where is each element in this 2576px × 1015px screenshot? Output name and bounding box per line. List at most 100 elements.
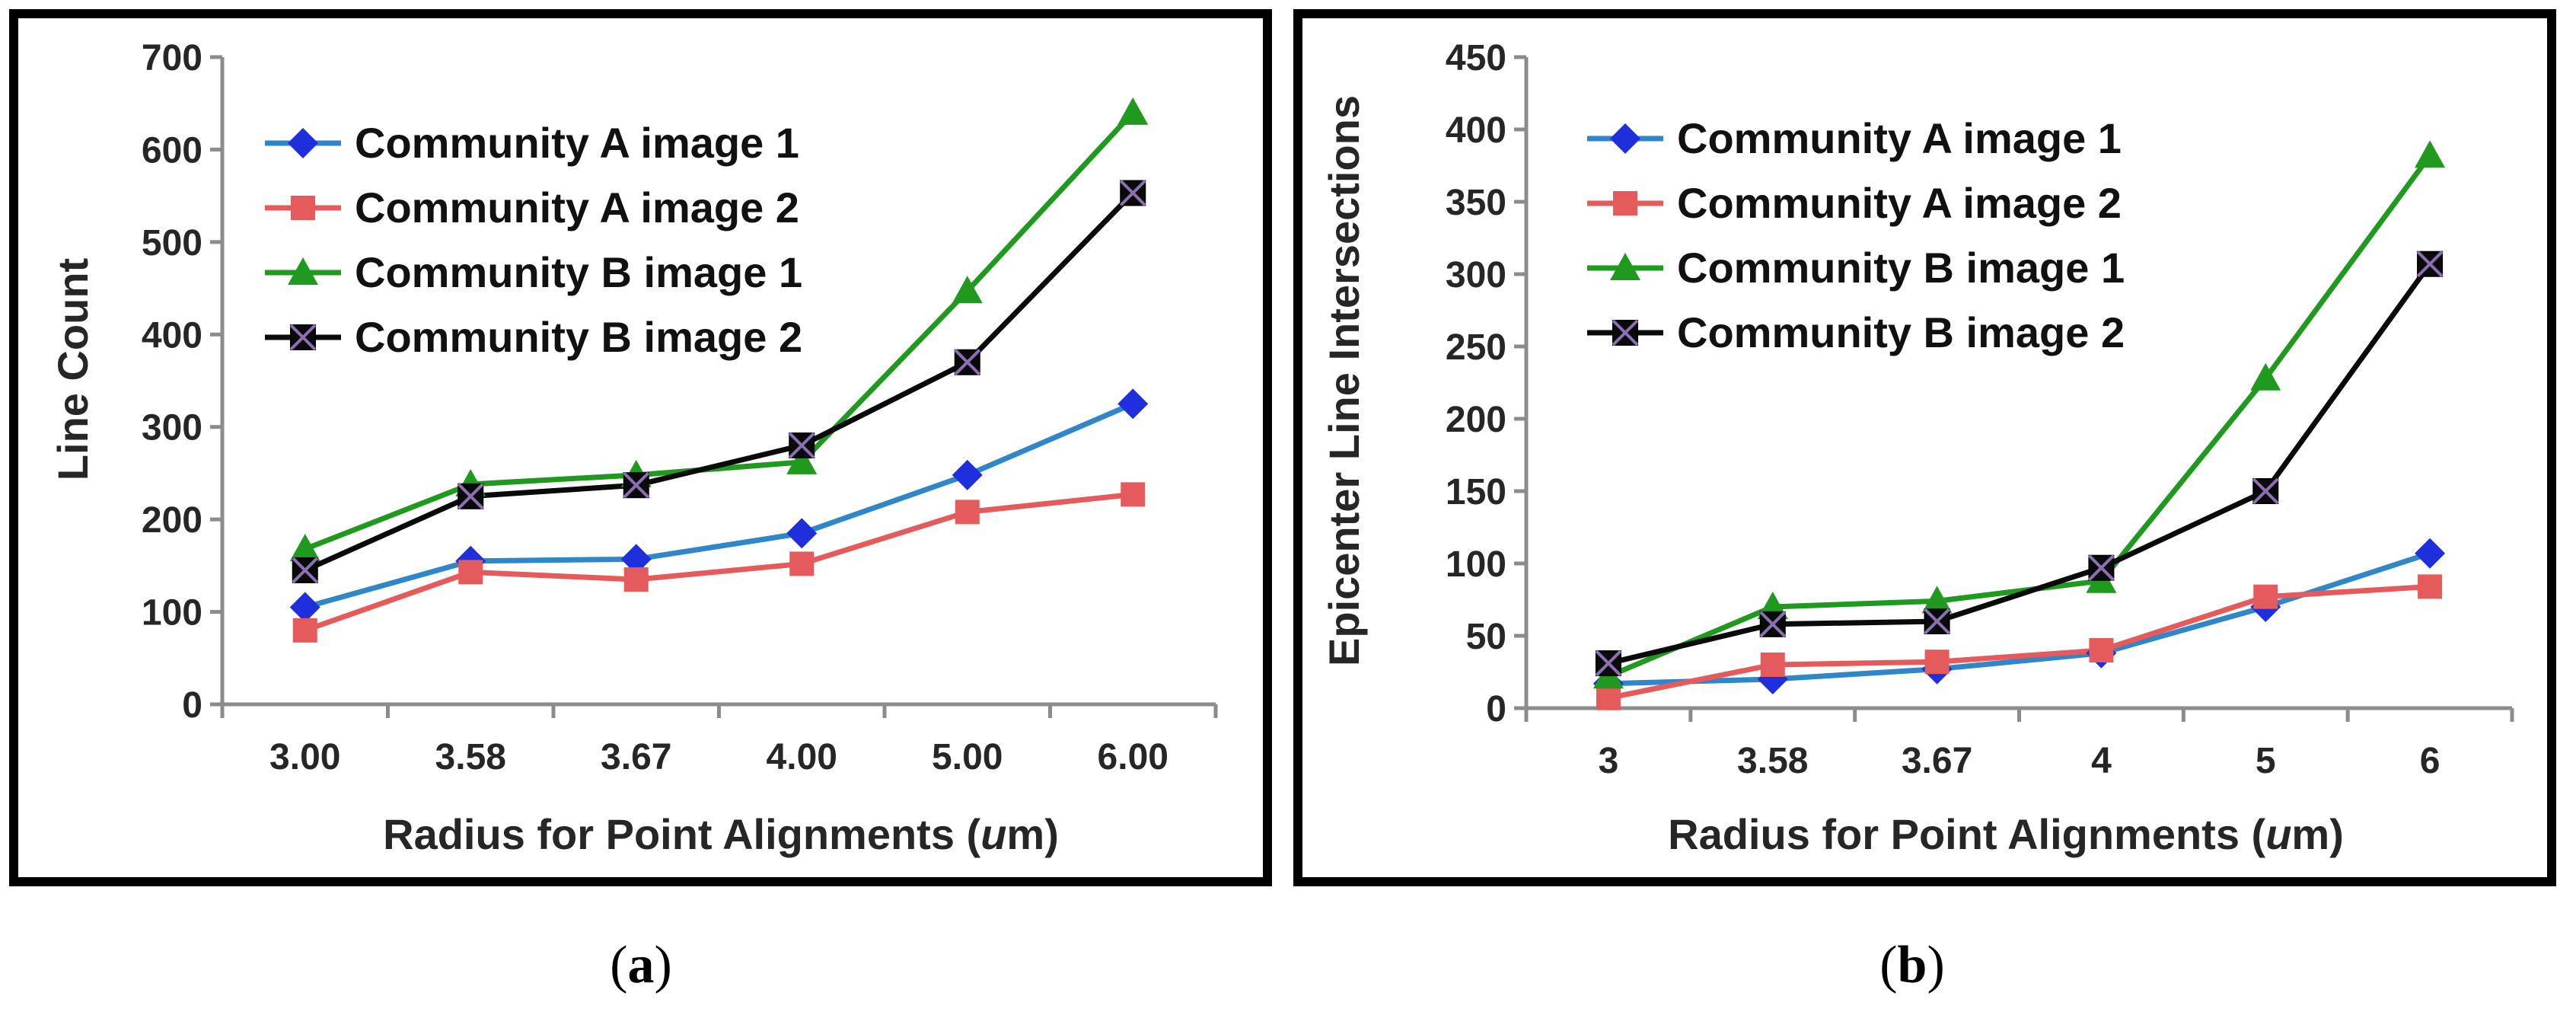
panel-a-point-b2 (788, 432, 815, 459)
panel-b-frame (1293, 9, 2556, 886)
panel-b-ytick-label: 350 (1446, 183, 1506, 223)
panel-a-point-b2-cross2 (1119, 180, 1146, 206)
panel-a-point-b2 (1119, 180, 1146, 206)
panel-b-point-b2 (2416, 251, 2444, 278)
panel-b-legend-item-a2: Community A image 2 (1587, 179, 2122, 227)
panel-a-point-b1 (952, 276, 983, 304)
panel-a-point-b2-cross2 (457, 483, 484, 510)
panel-b-legend-marker-b2-cross2 (1612, 319, 1639, 346)
panel-b-point-b2 (1759, 611, 1787, 638)
panel-a: 0 100 200 300 400 500 600 700 3.00 3.58 3.67 4.00 5.… (9, 9, 1272, 886)
panel-a-xlabel-prefix: Radius for Point Alignments ( (383, 810, 980, 858)
panel-b-point-b2 (2088, 554, 2115, 582)
panel-b-point-a2 (1924, 650, 1950, 675)
panel-b-legend-label-a1: Community A image 1 (1677, 114, 2122, 162)
panel-a-point-b2 (954, 349, 981, 376)
panel-b-ytick-label: 400 (1446, 110, 1506, 151)
panel-a-xlabel-suffix: m) (1006, 810, 1058, 858)
panel-b-ytick-label: 200 (1446, 400, 1506, 440)
panel-a-point-a1 (786, 518, 818, 549)
panel-a-point-b2-cross2 (954, 349, 981, 376)
panel-b-ytick-label: 150 (1446, 472, 1506, 512)
panel-b-point-b2-cross2 (1759, 611, 1787, 638)
panel-b-xlabel-suffix: m) (2291, 810, 2343, 858)
panel-b-point-a2 (2418, 574, 2443, 599)
panel-a-xtick-label: 5.00 (932, 737, 1003, 777)
panel-b-xtick-label: 6 (2420, 741, 2441, 781)
panel-a-legend-label-a1: Community A image 1 (355, 119, 799, 167)
panel-a-point-a2 (955, 500, 980, 525)
panel-a-point-a1 (952, 459, 983, 490)
panel-b-legend: Community A image 1 Community A image 2 Co… (1587, 114, 2125, 356)
panel-b-legend-marker-b2 (1612, 319, 1639, 346)
panel-b-series-line-b1 (1607, 154, 2432, 679)
panel-b-point-b2 (1595, 650, 1622, 677)
panel-b-point-a1 (2415, 538, 2446, 569)
panel-a-legend-marker-b1 (288, 257, 318, 285)
panel-a-point-a2 (1121, 482, 1146, 507)
panel-b-xtick-label: 3.67 (1902, 741, 1972, 781)
panel-b-xtick-label: 3.58 (1737, 741, 1808, 781)
panel-a-ytick-label: 200 (142, 500, 202, 541)
panel-a-plot: 0 100 200 300 400 500 600 700 3.00 3.58 3.67 4.00 5.… (142, 38, 1218, 777)
panel-a-point-b1 (1117, 97, 1149, 125)
panel-a-legend-label-b1: Community B image 1 (355, 248, 802, 296)
panel-a-point-b2-cross2 (788, 432, 815, 459)
panel-a-ytick-label: 700 (142, 38, 202, 78)
panel-b-point-b2-cross2 (1595, 650, 1622, 677)
panel-a-xlabel: Radius for Point Alignments (um) (383, 810, 1059, 858)
panel-b-point-b1 (2250, 362, 2281, 391)
caption-b: (b) (1879, 936, 1945, 994)
panel-b-plot: 0 50 100 150 200 250 300 350 400 450 3 3.58 3.67 4 5 6 (1446, 38, 2514, 781)
panel-b-point-b2-cross2 (1924, 608, 1950, 635)
panel-a-ytick-label: 600 (142, 130, 202, 171)
panel-b-point-b1 (1921, 586, 1953, 614)
panel-b-xtick-label: 3 (1599, 741, 1619, 781)
panel-b-point-b2 (2252, 477, 2279, 505)
panel-a-point-b2-cross2 (292, 557, 319, 584)
panel-a-ytick-label: 300 (142, 408, 202, 448)
panel-a-legend-marker-a2 (291, 196, 315, 220)
panel-b-point-a2 (2253, 584, 2278, 609)
panel-b-ytick-label: 50 (1466, 617, 1506, 657)
panel-a-point-b2 (623, 471, 650, 499)
panel-a-point-b1 (289, 534, 320, 561)
panel-a-point-b2-cross2 (623, 471, 650, 499)
panel-a-point-a2 (789, 551, 815, 576)
panel-b-point-a2 (1596, 685, 1621, 710)
panel-b-series-line-a2 (1608, 583, 2431, 701)
panel-a-series-line-a1 (304, 401, 1134, 610)
caption-a: (a) (610, 936, 672, 994)
panel-a-point-a1 (1117, 388, 1149, 420)
panel-a-legend-marker-b2-cross2 (289, 324, 317, 351)
panel-a-legend-label-a2: Community A image 2 (355, 184, 799, 231)
panel-b-legend-marker-a1 (1610, 123, 1640, 154)
panel-a-point-b2 (457, 483, 484, 510)
panel-b-legend-marker-a2 (1613, 191, 1637, 215)
panel-a-xtick-label: 4.00 (767, 737, 837, 777)
panel-b-series-line-a1 (1608, 551, 2431, 687)
panel-b-ylabel: Epicenter Line Intersections (1320, 95, 1368, 666)
panel-a-legend-item-a1: Community A image 1 (265, 119, 799, 167)
panel-b-xtick-label: 4 (2091, 741, 2112, 781)
panel-b-xlabel-unit: u (2265, 810, 2291, 858)
panel-a-xtick-label: 3.67 (601, 737, 671, 777)
panel-b-legend-marker-b1 (1610, 253, 1640, 280)
panel-b-point-b2 (1924, 608, 1950, 635)
panel-a-ytick-label: 400 (142, 315, 202, 356)
panel-a-ytick-label: 100 (142, 593, 202, 634)
panel-a-point-a2 (292, 618, 317, 643)
panel-b-ytick-label: 450 (1446, 38, 1506, 78)
panel-b-legend-item-a1: Community A image 1 (1587, 114, 2122, 162)
panel-a-series-line-b2 (304, 191, 1135, 573)
panel-b-ytick-label: 0 (1486, 689, 1506, 729)
panel-b-point-b2-cross2 (2252, 477, 2279, 505)
panel-a-legend-marker-a1 (288, 128, 318, 158)
panel-b-ytick-label: 250 (1446, 327, 1506, 368)
panel-a-series-line-a2 (304, 491, 1133, 634)
panel-a-legend-item-b2: Community B image 2 (265, 313, 802, 361)
panel-a-series-line-b1 (304, 110, 1135, 552)
panel-b-xlabel-prefix: Radius for Point Alignments ( (1668, 810, 2265, 858)
